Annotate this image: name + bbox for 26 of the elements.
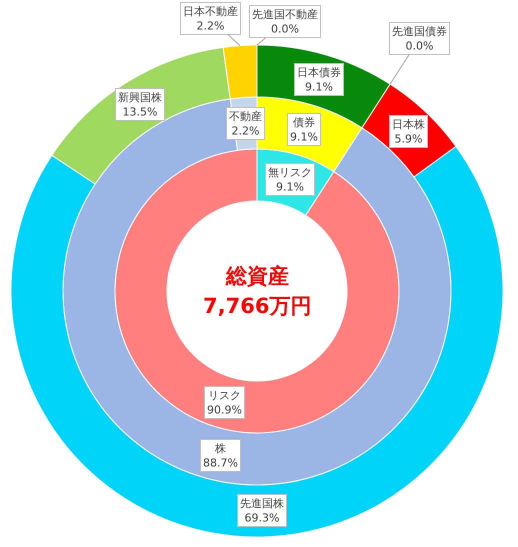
slice-label: 日本株 [392, 118, 425, 131]
category-label: 先進国不動産 [252, 8, 318, 21]
text: 総資産 [225, 264, 289, 288]
data-label: 88.7% [203, 456, 238, 470]
category-label: 先進国債券 [392, 25, 447, 38]
data-label: 90.9% [207, 403, 242, 416]
slice-label: 債券 [292, 116, 315, 129]
data-label: 69.3% [244, 511, 280, 524]
text: 7,766万円 [203, 294, 312, 318]
slice-label: 無リスク [268, 166, 312, 179]
data-label: 2.2% [232, 124, 260, 138]
slice-label: 不動産 [229, 110, 262, 123]
data-label: 9.1% [290, 130, 318, 144]
data-label: 13.5% [122, 105, 158, 118]
slice-label: 株 [214, 442, 226, 455]
data-label: 9.1% [276, 180, 304, 194]
text: 0.0% [406, 39, 434, 52]
data-label: 2.2% [196, 19, 224, 32]
slice-label: 先進国株 [240, 497, 284, 510]
data-label: 5.9% [394, 132, 422, 146]
slice-label: 新興国株 [118, 91, 162, 104]
slice-label: 日本不動産 [183, 5, 238, 18]
slice-label: リスク [208, 389, 241, 402]
slice-label: 日本債券 [297, 66, 341, 79]
data-label: 9.1% [305, 80, 333, 94]
text: 0.0% [271, 22, 299, 36]
